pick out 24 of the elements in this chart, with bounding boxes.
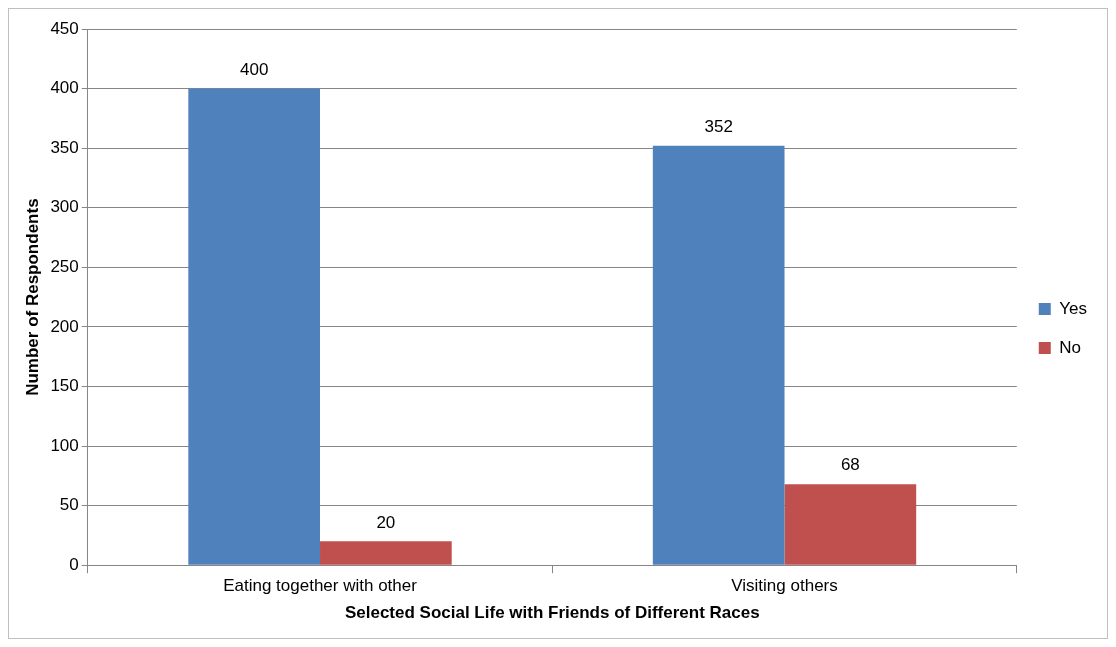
data-label: 20 — [376, 512, 396, 532]
y-tick-label: 350 — [50, 137, 79, 157]
legend-label: Yes — [1059, 298, 1087, 318]
bar — [652, 145, 785, 565]
y-tick-label: 0 — [69, 554, 79, 574]
x-tick-label: Eating together with other — [223, 576, 418, 596]
y-tick-label: 450 — [50, 18, 79, 38]
y-tick-label: 200 — [50, 316, 79, 336]
data-label: 400 — [239, 59, 269, 79]
data-label: 352 — [704, 116, 733, 136]
y-tick-label: 100 — [50, 435, 79, 455]
y-tick-label: 300 — [50, 197, 79, 217]
y-tick-label: 150 — [50, 376, 79, 396]
bar — [320, 541, 452, 565]
y-axis-title: Number of Respondents — [22, 198, 42, 396]
legend-label: No — [1059, 337, 1081, 357]
y-tick-label: 50 — [59, 495, 79, 515]
x-tick-label: Visiting others — [731, 576, 838, 596]
data-label: 68 — [840, 455, 860, 475]
x-axis-title: Selected Social Life with Friends of Different Races — [344, 603, 760, 623]
y-tick-label: 250 — [50, 257, 79, 276]
bar — [784, 484, 917, 565]
bar — [188, 88, 321, 565]
y-tick-label: 400 — [50, 78, 79, 98]
